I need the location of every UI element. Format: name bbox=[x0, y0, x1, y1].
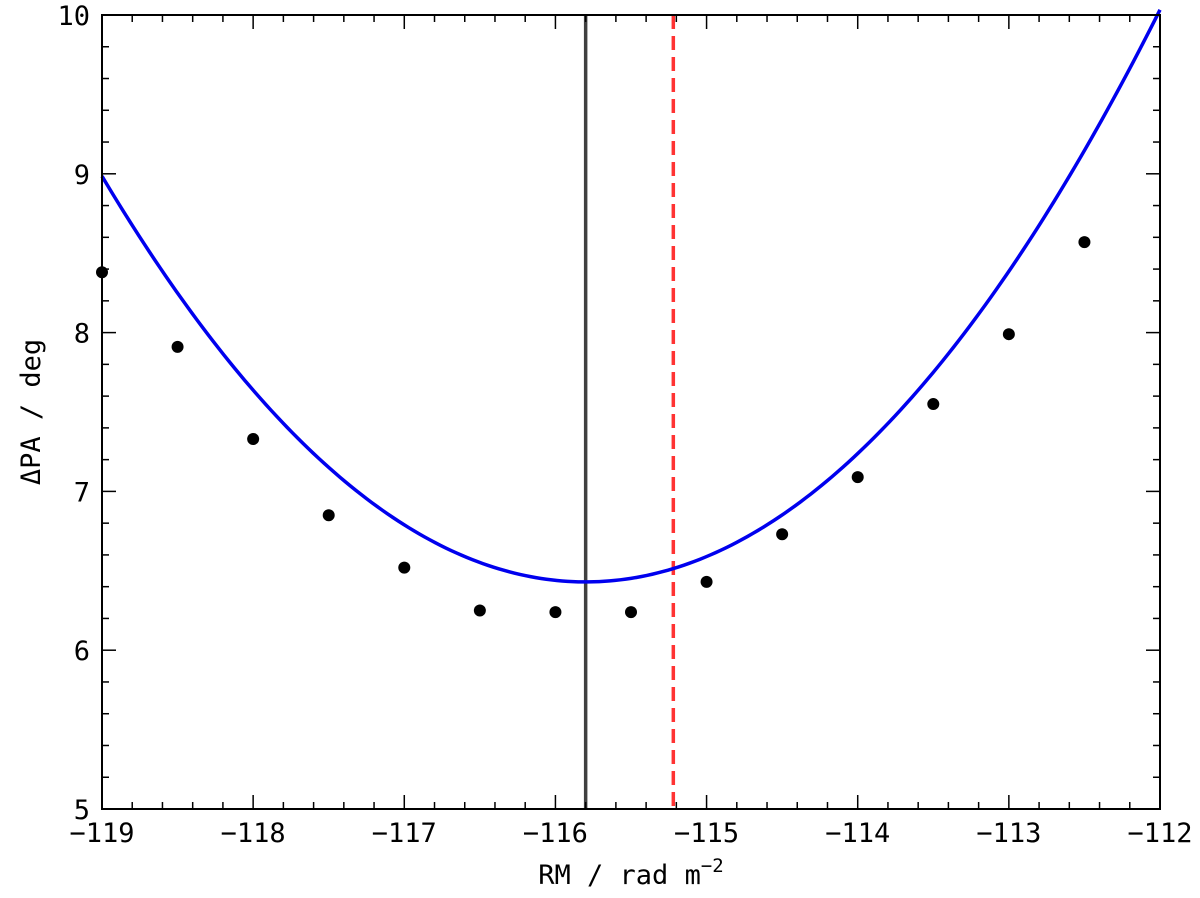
data-point bbox=[776, 528, 789, 541]
y-tick-label: 5 bbox=[74, 795, 90, 826]
fit-curve bbox=[100, 9, 1162, 584]
data-point bbox=[171, 340, 184, 353]
y-tick-label: 10 bbox=[57, 1, 90, 32]
data-point bbox=[700, 575, 713, 588]
x-tick-label: −114 bbox=[825, 818, 890, 849]
y-tick-label: 9 bbox=[74, 160, 90, 191]
data-point bbox=[927, 398, 940, 411]
y-axis-label: ΔPA / deg bbox=[16, 339, 47, 485]
x-tick-label: −116 bbox=[523, 818, 588, 849]
plot-frame bbox=[101, 14, 1161, 810]
x-tick-label: −118 bbox=[221, 818, 286, 849]
fit-curve-layer bbox=[100, 9, 1162, 584]
x-tick-label: −112 bbox=[1127, 818, 1192, 849]
y-tick-label: 8 bbox=[74, 319, 90, 350]
data-point bbox=[1078, 236, 1091, 249]
x-tick-label: −119 bbox=[69, 818, 134, 849]
data-point bbox=[473, 604, 486, 617]
data-point bbox=[851, 471, 864, 484]
tick-labels: −119 −118 −117 −116 −115 −114 −113 −112 5 6 7 8 9 10 bbox=[57, 1, 1192, 849]
data-point bbox=[322, 509, 335, 522]
data-points bbox=[96, 236, 1091, 619]
vertical-lines bbox=[583, 15, 676, 809]
data-point bbox=[398, 561, 411, 574]
x-tick-label: −115 bbox=[674, 818, 739, 849]
x-tick-label: −117 bbox=[372, 818, 437, 849]
data-point bbox=[247, 432, 260, 445]
y-tick-label: 6 bbox=[74, 636, 90, 667]
x-axis-label-superscript: −2 bbox=[701, 855, 724, 877]
data-point bbox=[1002, 328, 1015, 341]
data-point bbox=[549, 606, 562, 619]
axis-ticks bbox=[101, 14, 1161, 810]
x-tick-label: −113 bbox=[976, 818, 1041, 849]
x-axis-label: RM / rad m−2 bbox=[538, 855, 723, 891]
y-tick-label: 7 bbox=[74, 477, 90, 508]
data-point bbox=[625, 606, 637, 619]
